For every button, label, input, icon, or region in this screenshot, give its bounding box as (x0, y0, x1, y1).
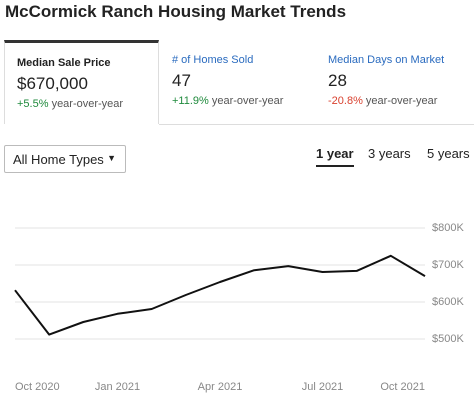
tab[interactable]: 5 years (427, 146, 470, 161)
card-label: Median Sale Price (17, 57, 111, 69)
x-tick-label: Apr 2021 (198, 381, 243, 393)
y-tick-label: $700K (432, 259, 464, 271)
dropdown[interactable]: All Home Types ▼ (4, 145, 126, 173)
dropdown-arrow: ▼ (107, 153, 116, 163)
x-tick-label: Oct 2021 (380, 381, 425, 393)
card-label: Median Days on Market (328, 54, 445, 66)
card-value: $670,000 (17, 74, 88, 93)
tab[interactable]: 3 years (368, 146, 411, 161)
card-change-text: year-over-year (51, 98, 124, 110)
card-change: +11.9% (172, 95, 209, 107)
page-title: McCormick Ranch Housing Market Trends (5, 2, 347, 21)
card-value: 47 (172, 71, 191, 90)
card-label: # of Homes Sold (172, 54, 254, 66)
card-selected[interactable]: Median Sale Price $670,000 +5.5% year-ov… (4, 40, 159, 124)
dropdown-label: All Home Types (13, 152, 104, 167)
card-change-text: year-over-year (365, 95, 438, 107)
card-change: +5.5% (17, 98, 49, 110)
card-change: -20.8% (328, 95, 363, 107)
x-tick-label: Jan 2021 (95, 381, 140, 393)
y-tick-label: $600K (432, 296, 464, 308)
line (14, 254, 426, 336)
chart: $500K $600K $700K $800K Oct 2020 Jan 2021 Apr … (14, 222, 464, 393)
card-change-text: year-over-year (211, 95, 284, 107)
card[interactable]: # of Homes Sold 47 +11.9% year-over-year (172, 40, 322, 124)
tab-active[interactable]: 1 year (316, 146, 354, 167)
y-tick-label: $800K (432, 222, 464, 234)
card[interactable]: Median Days on Market 28 -20.8% year-ove… (328, 40, 474, 124)
card-value: 28 (328, 71, 347, 90)
x-tick-label: Jul 2021 (302, 381, 344, 393)
x-tick-label: Oct 2020 (15, 381, 60, 393)
divider (159, 124, 474, 125)
y-tick-label: $500K (432, 333, 464, 345)
